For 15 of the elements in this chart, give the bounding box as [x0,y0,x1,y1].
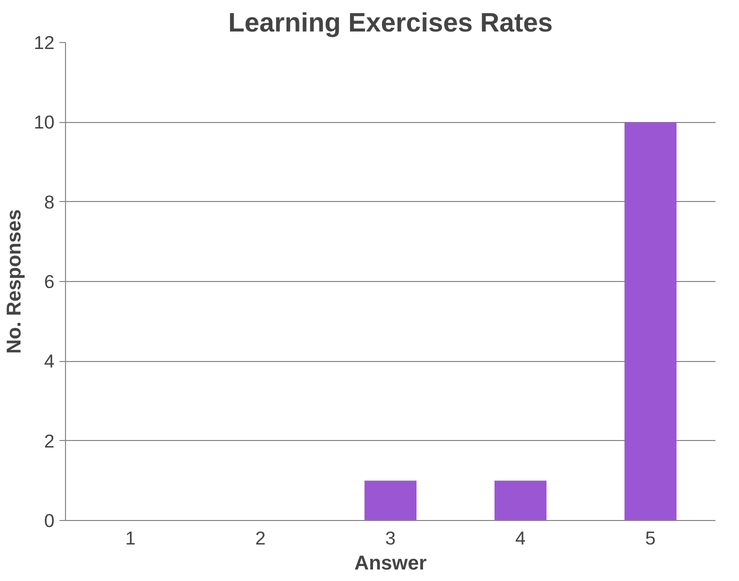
x-tick-label: 2 [255,528,266,548]
x-axis-title: Answer [354,552,427,574]
y-tick-label: 4 [44,350,55,372]
y-tick-label: 0 [44,510,55,531]
y-tick-label: 12 [34,32,55,53]
x-tick-label: 4 [515,528,526,548]
y-tick-label: 8 [44,191,55,212]
x-tick-label: 5 [645,528,656,548]
x-tick-label: 1 [125,528,136,548]
y-tick-label: 2 [44,430,55,452]
y-tick-label: 10 [34,112,55,133]
y-tick-label: 6 [44,271,55,292]
x-tick-label: 3 [385,528,396,548]
chart-title: Learning Exercises Rates [228,8,553,38]
y-axis-title: No. Responses [4,209,26,354]
